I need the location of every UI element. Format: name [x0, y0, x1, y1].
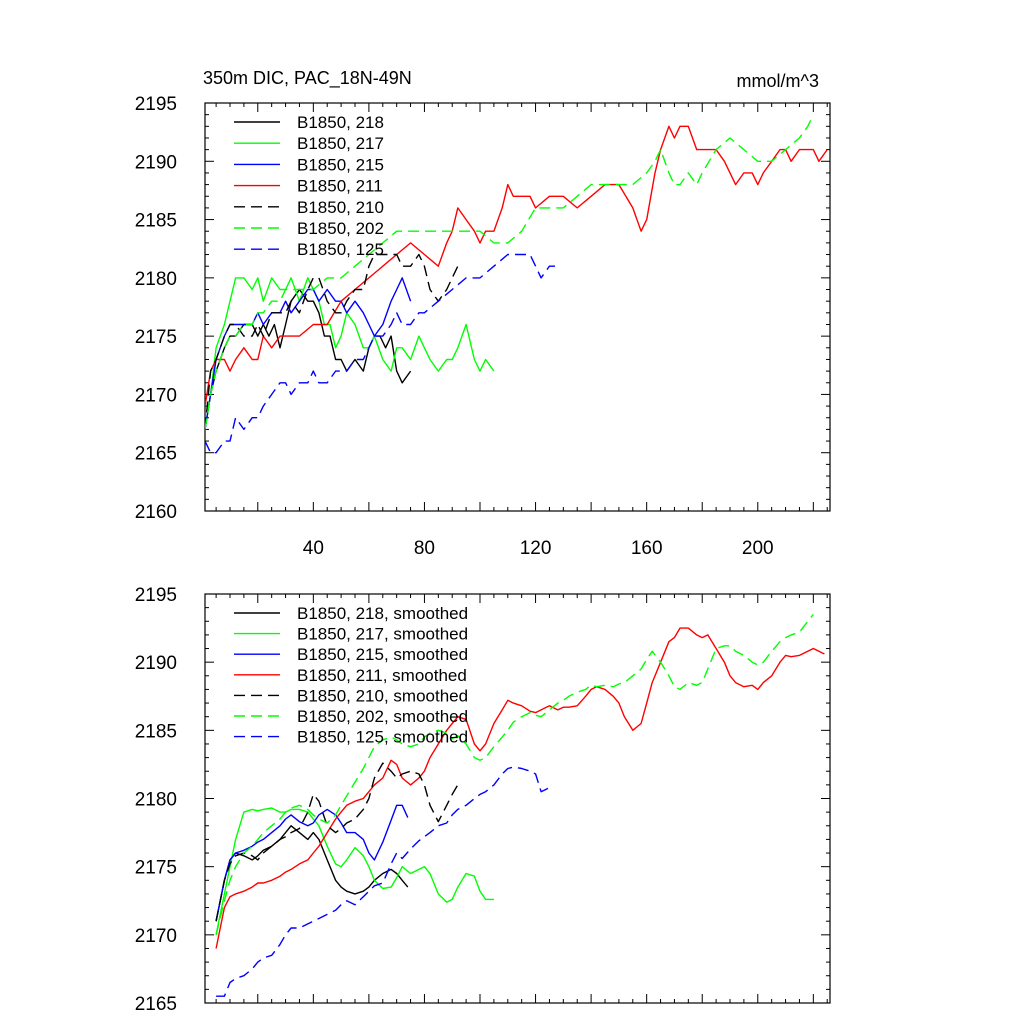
series-line-7	[205, 253, 555, 454]
legend-label: B1850, 125	[297, 240, 384, 259]
top-panel: 40 80 120 160 200 2160 2165 2170 2175 2180 2185 219…	[135, 94, 831, 559]
y-tick-label: 2180	[135, 269, 177, 290]
series-line-4	[205, 125, 828, 407]
y-tick-label: 2190	[135, 653, 177, 674]
legend-label: B1850, 211, smoothed	[297, 666, 467, 685]
legend-label: B1850, 202, smoothed	[297, 707, 468, 726]
y-tick-label: 2180	[135, 790, 177, 811]
legend-label: B1850, 202	[297, 219, 384, 238]
series-line-6	[215, 614, 814, 935]
legend-label: B1850, 218, smoothed	[297, 604, 468, 623]
series-line-3	[215, 804, 409, 922]
y-tick-label: 2170	[135, 926, 177, 947]
y-tick-label: 2185	[135, 211, 177, 232]
legend-label: B1850, 215	[297, 155, 384, 174]
y-tick-label: 2195	[135, 585, 177, 606]
series-line-5	[205, 253, 459, 430]
x-tick-label: 40	[303, 538, 324, 559]
y-tick-label: 2170	[135, 385, 177, 406]
legend-label: B1850, 217, smoothed	[297, 625, 468, 644]
legend-label: B1850, 210	[297, 198, 384, 217]
units-label: mmol/m^3	[737, 71, 819, 91]
legend-label: B1850, 210, smoothed	[297, 686, 468, 705]
series-line-6	[205, 114, 814, 430]
series-line-3	[205, 277, 412, 430]
y-tick-label: 2165	[135, 444, 177, 465]
x-tick-label: 80	[414, 538, 435, 559]
y-tick-label: 2185	[135, 721, 177, 742]
chart-title: 350m DIC, PAC_18N-49N	[203, 68, 412, 89]
y-tick-label: 2165	[135, 994, 177, 1015]
y-tick-label: 2160	[135, 502, 177, 523]
x-tick-label: 120	[520, 538, 552, 559]
y-tick-label: 2175	[135, 858, 177, 879]
x-tick-label: 160	[631, 538, 663, 559]
series-line-2	[215, 807, 494, 935]
series-line-5	[215, 762, 459, 922]
series-line-1	[215, 825, 409, 922]
legend-label: B1850, 215, smoothed	[297, 645, 468, 664]
legend-label: B1850, 125, smoothed	[297, 728, 468, 747]
y-tick-label: 2195	[135, 94, 177, 115]
series-line-7	[216, 766, 553, 997]
y-tick-label: 2190	[135, 152, 177, 173]
series-line-4	[215, 627, 825, 949]
plot-frame	[204, 102, 831, 512]
legend-label: B1850, 211	[297, 177, 383, 196]
legend-label: B1850, 218	[297, 113, 384, 132]
y-tick-label: 2175	[135, 327, 177, 348]
bottom-panel: 2165 2170 2175 2180 2185 2190 2195 B1850, 218, …	[135, 585, 831, 1015]
x-tick-label: 200	[742, 538, 774, 559]
legend-label: B1850, 217	[297, 134, 384, 153]
series-line-2	[205, 277, 495, 430]
